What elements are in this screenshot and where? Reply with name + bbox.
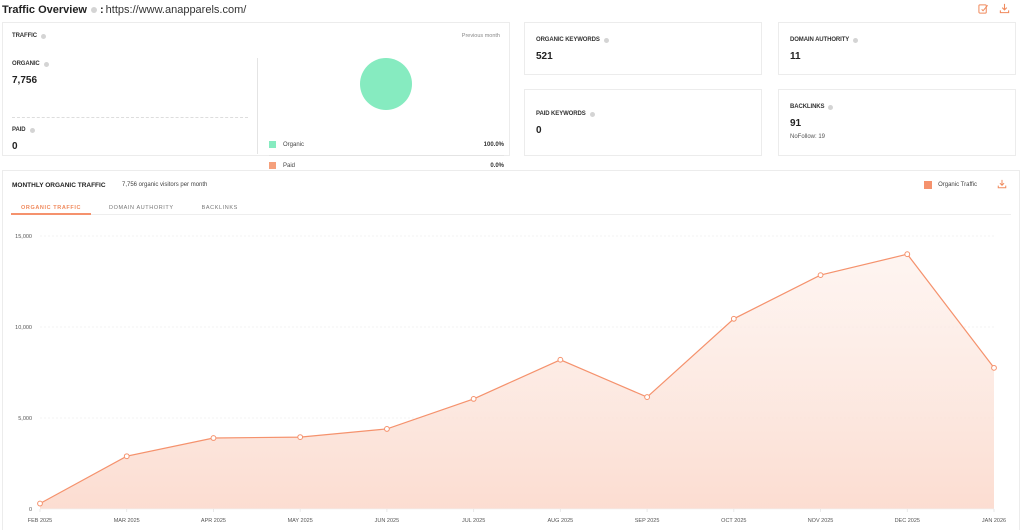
traffic-label-text: TRAFFIC <box>12 33 37 39</box>
info-icon[interactable] <box>603 37 609 43</box>
data-point[interactable] <box>991 364 997 371</box>
data-point[interactable] <box>730 315 737 322</box>
info-icon[interactable] <box>91 7 97 13</box>
y-tick-label: 15,000 <box>15 234 32 240</box>
legend-label: Paid <box>283 162 296 169</box>
label-text: BACKLINKS <box>790 104 825 110</box>
data-point[interactable] <box>123 453 130 460</box>
label-text: DOMAIN AUTHORITY <box>790 37 850 43</box>
area-fill <box>40 254 994 509</box>
tab-backlinks[interactable]: BACKLINKS <box>201 205 238 211</box>
x-tick-label: NOV 2025 <box>808 518 834 524</box>
data-point[interactable] <box>297 434 304 441</box>
organic-value: 7,756 <box>12 75 38 86</box>
chart-subtitle: 7,756 organic visitors per month <box>122 182 208 188</box>
x-tick-label: SEP 2025 <box>635 518 660 524</box>
monthly-traffic-card: MONTHLY ORGANIC TRAFFIC 7,756 organic vi… <box>2 170 1020 530</box>
data-point[interactable] <box>904 251 911 258</box>
data-point[interactable] <box>817 272 824 279</box>
organic-keywords-value: 521 <box>536 51 553 62</box>
x-tick-label: JUN 2025 <box>375 518 399 524</box>
data-point[interactable] <box>384 426 390 432</box>
divider <box>12 117 248 118</box>
y-tick-label: 10,000 <box>15 325 32 331</box>
chart-tabs: ORGANIC TRAFFIC DOMAIN AUTHORITY BACKLIN… <box>11 203 1011 215</box>
domain-authority-label: DOMAIN AUTHORITY <box>790 37 1004 43</box>
x-tick-label: APR 2025 <box>201 518 226 524</box>
paid-keywords-label: PAID KEYWORDS <box>536 111 750 117</box>
domain-authority-card: DOMAIN AUTHORITY 11 <box>778 22 1016 75</box>
paid-keywords-card: PAID KEYWORDS 0 <box>524 89 762 156</box>
legend-pct: 0.0% <box>490 162 504 169</box>
traffic-pie-chart[interactable] <box>360 58 412 110</box>
x-tick-label: JAN 2026 <box>982 518 1006 524</box>
paid-label: PAID <box>12 127 38 133</box>
organic-keywords-card: ORGANIC KEYWORDS 521 <box>524 22 762 75</box>
paid-keywords-value: 0 <box>536 125 542 136</box>
legend-organic: Organic 100.0% <box>269 141 504 148</box>
y-tick-label: 5,000 <box>18 416 32 422</box>
traffic-label: TRAFFIC <box>12 33 49 39</box>
organic-traffic-chart[interactable]: 0 5,000 10,000 15,000 FEB 2025 MAR 2025 APR 20… <box>3 171 1021 530</box>
traffic-line <box>39 253 995 505</box>
data-point[interactable] <box>557 356 564 363</box>
x-tick-label: DEC 2025 <box>895 518 920 524</box>
legend-paid: Paid 0.0% <box>269 162 504 169</box>
info-icon[interactable] <box>40 33 46 39</box>
vertical-divider <box>257 58 258 154</box>
download-icon[interactable] <box>999 3 1010 14</box>
domain-url: https://www.anapparels.com/ <box>105 4 247 16</box>
organic-label: ORGANIC <box>12 61 248 67</box>
x-tick-label: MAR 2025 <box>114 518 140 524</box>
info-icon[interactable] <box>43 61 49 67</box>
header-actions <box>978 3 1010 14</box>
paid-swatch <box>269 162 276 169</box>
info-icon[interactable] <box>828 104 834 110</box>
chart-title: MONTHLY ORGANIC TRAFFIC <box>12 182 106 189</box>
paid-block: PAID 0 <box>12 127 38 152</box>
backlinks-label: BACKLINKS <box>790 104 1004 110</box>
x-tick-label: JUL 2025 <box>462 518 485 524</box>
tab-domain-authority[interactable]: DOMAIN AUTHORITY <box>109 205 174 211</box>
chart-legend[interactable]: Organic Traffic <box>924 181 977 189</box>
data-point[interactable] <box>37 500 43 507</box>
organic-keywords-label: ORGANIC KEYWORDS <box>536 37 750 43</box>
label-text: PAID KEYWORDS <box>536 111 586 117</box>
page-title: Traffic Overview <box>2 4 87 16</box>
paid-value: 0 <box>12 141 18 152</box>
chart-download-icon[interactable] <box>997 179 1007 189</box>
title-separator: : <box>100 4 104 16</box>
legend-label: Organic Traffic <box>938 182 977 188</box>
legend-divider <box>269 155 504 156</box>
info-icon[interactable] <box>589 111 595 117</box>
x-tick-label: AUG 2025 <box>548 518 574 524</box>
domain-authority-value: 11 <box>790 51 801 62</box>
label-text: ORGANIC KEYWORDS <box>536 37 600 43</box>
period-label: Previous month <box>461 33 500 39</box>
page-header: Traffic Overview : https://www.anapparel… <box>2 3 246 17</box>
y-tick-label: 0 <box>29 507 32 513</box>
info-icon[interactable] <box>29 127 35 133</box>
info-icon[interactable] <box>853 37 859 43</box>
traffic-card: TRAFFIC Previous month ORGANIC 7,756 PAI… <box>2 22 510 169</box>
backlinks-value: 91 <box>790 118 802 129</box>
legend-swatch <box>924 181 933 189</box>
nofollow-count: NoFollow: 19 <box>790 134 826 140</box>
edit-report-icon[interactable] <box>978 3 989 14</box>
x-tick-label: OCT 2025 <box>721 518 746 524</box>
backlinks-card: BACKLINKS 91 NoFollow: 19 <box>778 89 1016 156</box>
data-point[interactable] <box>470 395 477 402</box>
legend-pct: 100.0% <box>483 141 504 148</box>
tab-organic-traffic[interactable]: ORGANIC TRAFFIC <box>11 203 92 215</box>
data-point[interactable] <box>644 394 650 400</box>
data-point[interactable] <box>210 435 217 441</box>
x-tick-label: FEB 2025 <box>28 518 52 524</box>
organic-label-text: ORGANIC <box>12 61 40 67</box>
organic-swatch <box>269 141 276 148</box>
organic-block: ORGANIC 7,756 <box>12 61 248 86</box>
x-tick-label: MAY 2025 <box>288 518 313 524</box>
paid-label-text: PAID <box>12 127 26 133</box>
legend-label: Organic <box>283 141 305 148</box>
